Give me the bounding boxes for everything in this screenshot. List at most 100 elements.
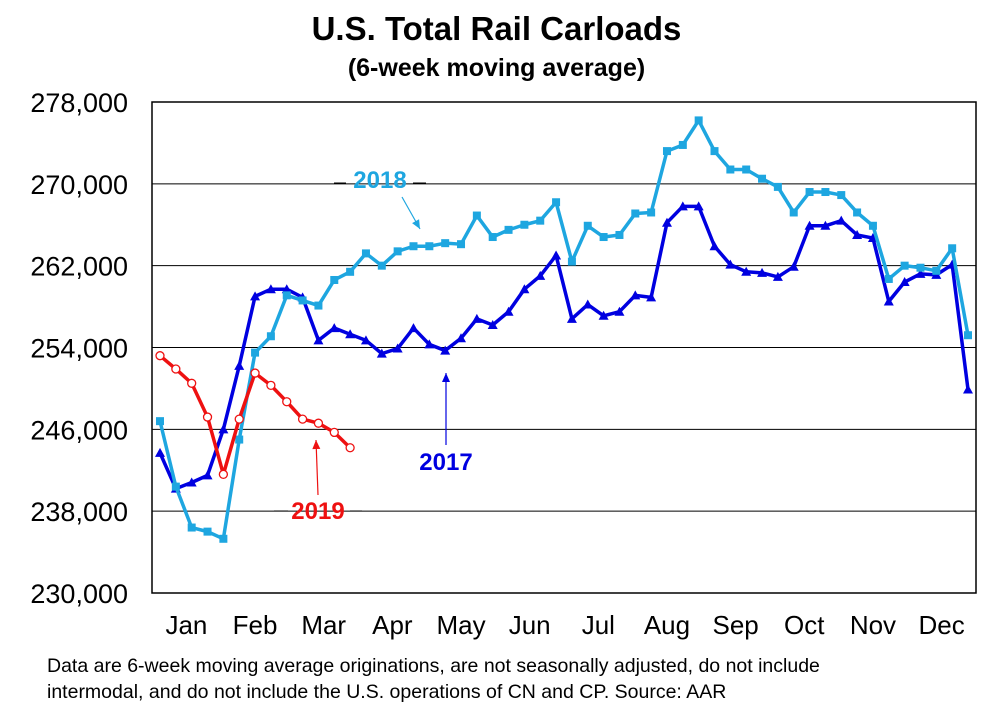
data-point-2017	[408, 323, 419, 333]
data-point-2019	[234, 414, 244, 424]
data-point-2019	[187, 378, 197, 388]
x-tick-label: Nov	[850, 610, 896, 640]
data-point-2019	[202, 412, 213, 422]
data-point-2017	[757, 267, 768, 277]
data-point-2018	[853, 208, 862, 217]
data-point-2017	[551, 250, 562, 260]
data-point-2018	[884, 274, 893, 283]
data-point-2017	[345, 329, 356, 339]
chart-subtitle: (6-week moving average)	[347, 54, 646, 82]
data-point-2017	[376, 348, 387, 358]
data-point-2017	[693, 201, 704, 211]
data-point-2018	[235, 435, 244, 444]
data-point-2018	[536, 216, 545, 225]
data-point-2017	[313, 335, 324, 345]
data-point-2018	[615, 230, 624, 239]
data-point-2018	[425, 242, 434, 251]
data-point-2017	[456, 333, 467, 343]
data-point-2018	[488, 233, 497, 242]
data-point-2018	[789, 208, 798, 217]
data-point-2018	[377, 261, 386, 270]
data-point-2017	[155, 447, 165, 457]
data-point-2018	[773, 182, 782, 191]
data-point-2017	[250, 291, 261, 301]
annotation-arrowhead	[442, 373, 450, 382]
series-label-2018: 2018	[353, 167, 406, 194]
y-tick-label: 270,000	[30, 170, 128, 200]
data-point-2018	[219, 534, 228, 543]
annotation-arrow	[315, 439, 319, 496]
data-point-2019	[313, 418, 324, 428]
data-point-2017	[566, 313, 577, 323]
data-point-2017	[535, 270, 546, 280]
data-point-2017	[392, 343, 403, 353]
x-tick-label: Feb	[233, 610, 278, 640]
data-point-2018	[662, 147, 671, 156]
data-point-2018	[916, 263, 925, 272]
data-point-2018	[900, 261, 909, 270]
data-point-2018	[742, 165, 751, 174]
footnote-line-1: Data are 6-week moving average originati…	[47, 655, 820, 677]
series-line-2017	[158, 204, 970, 491]
data-point-2018	[251, 348, 260, 357]
annotation-arrowhead	[412, 219, 420, 229]
data-point-2017	[836, 215, 847, 225]
y-tick-label: 262,000	[30, 252, 128, 282]
data-point-2017	[915, 268, 926, 278]
data-point-2018	[694, 116, 703, 125]
data-point-2018	[552, 198, 561, 207]
x-tick-label: Mar	[301, 610, 346, 640]
data-point-2018	[156, 417, 164, 426]
footnote-line-2: intermodal, and do not include the U.S. …	[47, 681, 727, 703]
data-point-2018	[583, 221, 592, 230]
x-tick-label: Aug	[644, 610, 690, 640]
data-point-2017	[598, 310, 609, 320]
data-point-2019	[250, 368, 260, 378]
data-point-2018	[647, 208, 656, 217]
data-point-2018	[948, 244, 957, 253]
data-point-2017	[899, 277, 910, 287]
data-point-2018	[567, 257, 576, 266]
data-point-2017	[186, 477, 197, 487]
x-tick-label: Apr	[372, 610, 413, 640]
data-point-2017	[963, 384, 973, 394]
data-point-2018	[504, 225, 513, 234]
data-point-2018	[282, 291, 291, 300]
data-point-2018	[171, 482, 180, 491]
data-point-2017	[281, 284, 292, 294]
data-point-2017	[265, 284, 276, 294]
data-point-2017	[503, 306, 514, 316]
y-tick-label: 230,000	[30, 579, 128, 609]
data-point-2018	[472, 211, 481, 220]
data-point-2017	[487, 319, 498, 329]
data-point-2017	[440, 345, 451, 355]
data-point-2017	[709, 241, 720, 251]
data-point-2019	[329, 427, 339, 438]
data-point-2017	[646, 292, 657, 302]
data-point-2019	[218, 469, 229, 479]
data-point-2017	[677, 201, 688, 211]
data-point-2017	[424, 339, 435, 349]
series-line-2018	[158, 118, 970, 541]
data-point-2018	[298, 296, 307, 305]
x-tick-label: Dec	[918, 610, 964, 640]
data-point-2018	[520, 220, 529, 229]
data-point-2019	[155, 351, 165, 361]
data-point-2018	[393, 247, 402, 256]
data-point-2018	[409, 242, 418, 251]
data-point-2018	[710, 147, 719, 156]
data-point-2017	[820, 220, 831, 230]
data-point-2017	[329, 323, 340, 333]
data-point-2017	[772, 271, 783, 281]
plot-frame	[151, 101, 977, 594]
data-point-2017	[883, 296, 894, 306]
data-point-2019	[345, 443, 355, 453]
data-point-2017	[804, 220, 815, 230]
data-point-2017	[852, 229, 863, 239]
data-point-2018	[868, 221, 877, 230]
annotation-arrowhead	[312, 440, 321, 450]
x-tick-label: May	[436, 610, 485, 640]
data-point-2017	[471, 313, 482, 323]
data-point-2018	[821, 188, 830, 197]
data-point-2018	[314, 301, 323, 310]
